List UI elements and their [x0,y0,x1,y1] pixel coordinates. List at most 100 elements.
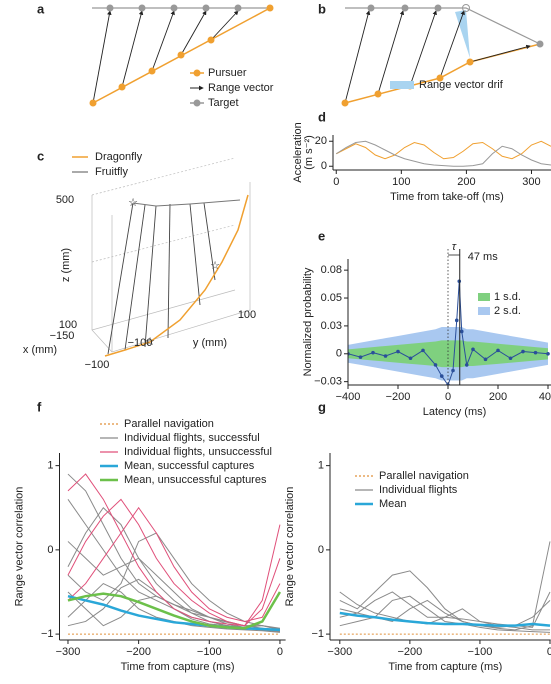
target-points [367,4,544,48]
x-axis-label: Time from take-off (ms) [390,191,504,203]
panel-a: a Pursuer Range vector Target [37,1,274,108]
y-axis-label: Normalized probability [302,267,314,376]
y-axis-label: Acceleration [292,122,304,183]
legend-label: Fruitfly [95,166,129,178]
data-point [496,348,500,353]
series-line [336,140,551,160]
tick-label: −150 [50,330,75,342]
panel-c: c Dragonfly Fruitfly ☆ ☆ ☆ 500 100 −150 … [23,148,256,370]
x-tick-label: −200 [397,646,422,658]
flight-line [339,595,551,633]
legend-label: Parallel navigation [124,418,214,430]
legend-label: Range vector drif [419,79,504,91]
panel-label: g [318,399,326,414]
y-axis-label: Range vector correlation [284,487,296,607]
series-line [67,591,282,630]
y-tick-label: 0 [321,160,327,172]
data-point [358,355,363,359]
y-tick-label: 0.08 [321,264,342,276]
panel-label: f [37,399,42,414]
legend-label: Individual flights, successful [124,432,260,444]
x-tick-label: −200 [386,391,411,403]
x-tick-label: 0 [547,646,551,658]
flight-line [67,582,280,633]
y-axis-label: (m s⁻²) [303,135,315,170]
plot-area [335,140,551,167]
panel-label: b [318,1,326,16]
data-point [546,351,550,356]
data-point [459,329,464,334]
plot-area [339,541,551,635]
plot-area [348,279,550,385]
panel-b: b Range vector drif [318,1,544,107]
y-tick-label: 0.05 [321,292,342,304]
y-tick-label: 0 [318,544,324,556]
x-tick-label: −400 [336,391,361,403]
data-point [508,356,513,361]
target-points [106,4,242,12]
y-tick-label: 0 [336,348,342,360]
data-point [433,363,438,367]
series-line [348,281,549,385]
panel-f: f 1 0 −1−300 −200 −100 0 Time from capture (ms)… [13,399,286,673]
flight-line [67,498,281,627]
annotation: τ [452,241,457,253]
y-tick-label: −1 [311,628,324,640]
x-tick-label: 300 [522,176,540,188]
x-tick-label: 200 [457,176,475,188]
flight-line [339,570,551,628]
annotation: 47 ms [468,251,498,263]
data-point [396,349,400,354]
series-line [335,140,551,167]
x-tick-label: 100 [392,176,410,188]
x-axis-label: Time from capture (ms) [121,661,235,673]
panel-g: g 1 0 −1−300 −200 −100 0 Time from capture (ms)… [284,399,551,672]
x-tick-label: 400 [539,391,551,403]
x-tick-label: −300 [56,646,81,658]
legend-label: Range vector [208,82,274,94]
tick-label: 100 [238,309,256,321]
x-tick-label: 0 [333,176,339,188]
x-tick-label: 200 [489,391,507,403]
range-vectors [92,10,239,104]
tick-label: −100 [85,359,110,371]
flight-line [67,473,281,629]
data-point [451,368,455,373]
data-point [383,354,388,358]
x-axis-label: Latency (ms) [423,406,487,418]
legend-label: Individual flights [379,484,458,496]
axis-label: y (mm) [193,337,227,349]
star: ☆ [128,197,138,209]
star: ☆ [145,336,155,348]
data-point [464,363,469,367]
legend-swatch [390,81,414,89]
y-tick-label: −1 [41,628,54,640]
x-tick-label: −100 [468,646,493,658]
data-point [371,350,375,355]
flight-line [339,591,551,628]
star: ☆ [210,260,220,272]
axis-label: z (mm) [60,248,72,282]
drift-wedge [455,10,470,58]
legend-label: Mean, successful captures [124,460,255,472]
data-point [408,356,413,361]
fruitfly-ranges [107,199,241,355]
y-tick-label: 1 [318,460,324,472]
x-axis-label: Time from capture (ms) [388,661,502,673]
panel-label: a [37,1,45,16]
panel-e: e τ 47 ms 0.08 0.05 0.03 0 −0.03 −400 −200 0 200 400… [302,228,551,418]
dragonfly-path [104,194,249,357]
tick-label: 100 [59,319,77,331]
legend-label: Pursuer [208,67,247,79]
legend-dot [193,69,201,77]
data-point [439,374,444,378]
y-tick-label: −0.03 [314,376,342,388]
plot-area [67,473,282,635]
x-tick-label: 0 [445,391,451,403]
data-point [471,347,475,352]
x-tick-label: −200 [126,646,151,658]
tick-label: 500 [56,194,74,206]
series-line [339,611,551,627]
